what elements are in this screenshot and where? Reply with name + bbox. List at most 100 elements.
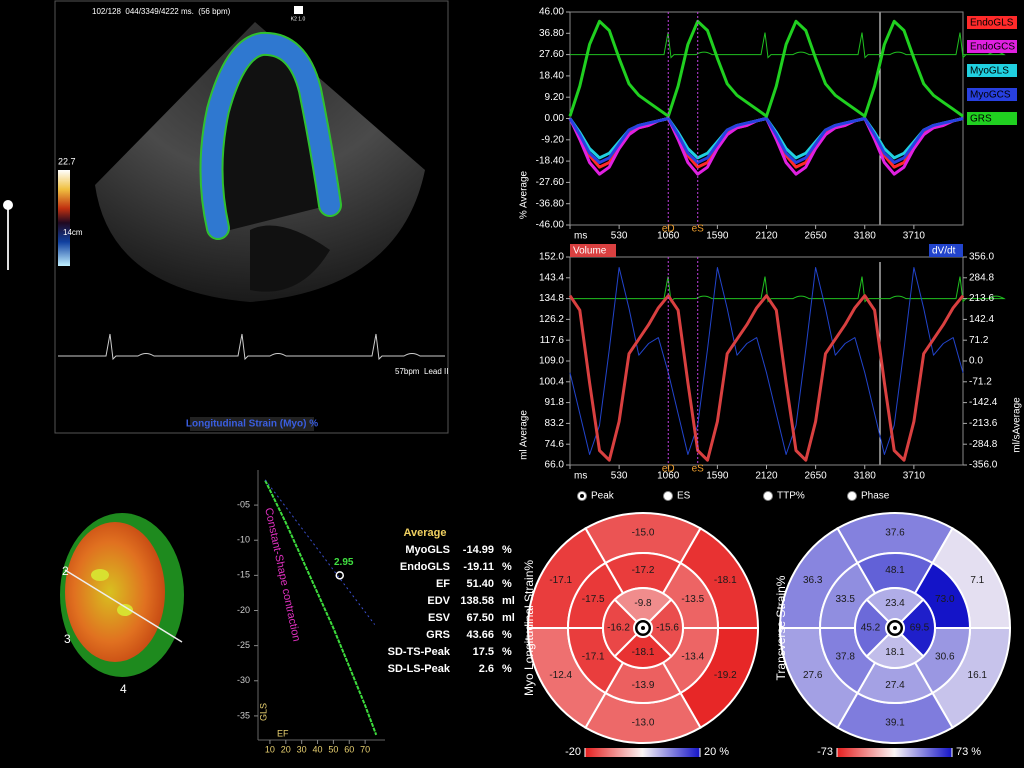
segment-label: 39.1 [885, 718, 905, 729]
y-tick-label: -46.00 [536, 220, 565, 231]
bullseye: 37.6 7.1 16.1 39.1 27.6 36.3 48.1 73.0 30.6 27.4 3… [774, 512, 1012, 758]
y-tick-label: -18.40 [536, 156, 565, 167]
radio-label[interactable]: TTP% [777, 491, 805, 502]
segment-label: 16.1 [968, 670, 988, 681]
series-line [569, 267, 964, 455]
slider-thumb[interactable] [3, 200, 13, 210]
y-tick-label: -9.20 [541, 134, 564, 145]
segment-label: 73.0 [935, 594, 955, 605]
x-tick-label: ms [574, 471, 587, 482]
echo-colorbar [58, 170, 70, 266]
stats-name: SD-LS-Peak [388, 663, 451, 675]
y-tick-label: -05 [237, 499, 250, 509]
y-tick-label: 143.4 [539, 272, 564, 283]
la-cavity [250, 225, 330, 292]
segment-label: 36.3 [803, 575, 823, 586]
segment-label: -9.8 [634, 598, 652, 609]
y-tick-label: 74.6 [545, 439, 565, 450]
stats-value: 43.66 [466, 629, 494, 641]
y2-tick-label: 213.6 [969, 293, 994, 304]
segment-label: -13.5 [681, 594, 704, 605]
stats-unit: % [502, 629, 512, 641]
y-tick-label: -27.60 [536, 177, 565, 188]
legend-label: dV/dt [932, 246, 956, 257]
radio-label[interactable]: Peak [591, 491, 615, 502]
model-spot [91, 569, 109, 581]
series-line [568, 19, 964, 118]
segment [854, 598, 891, 658]
segment-label: -17.1 [582, 651, 605, 662]
segment-label: 37.8 [835, 651, 855, 662]
legend-label: GRS [970, 114, 992, 125]
y-tick-label: 100.4 [539, 376, 564, 387]
line-chart: 152.0 143.4 134.8 126.2 117.6 109.0 100.4 91.8 8… [519, 244, 1023, 482]
x-tick-label: 2120 [755, 471, 778, 482]
marker-label: eD [662, 224, 675, 235]
y-tick-label: 66.0 [545, 460, 565, 471]
y-tick-label: 0.00 [545, 113, 565, 124]
radio[interactable] [663, 491, 673, 501]
stats-name: EF [436, 578, 450, 590]
colorbar [585, 748, 700, 757]
y-tick-label: 117.6 [540, 335, 565, 346]
x-tick-label: 70 [360, 744, 370, 754]
legend-label: MyoGLS [970, 66, 1009, 77]
radio-label[interactable]: ES [677, 491, 691, 502]
y-axis-label: Transverse Strain% [774, 575, 788, 680]
radio[interactable] [847, 491, 857, 501]
reference-line [264, 479, 376, 625]
segment-label: -18.1 [714, 575, 737, 586]
stats-unit: % [502, 544, 512, 556]
stats-title: Average [403, 527, 446, 539]
series-line [568, 117, 964, 164]
strain-band [201, 33, 340, 238]
series-line [568, 117, 964, 160]
x-tick-label: 3710 [903, 471, 926, 482]
y2-tick-label: 356.0 [969, 252, 994, 263]
y2-tick-label: -284.8 [969, 439, 998, 450]
x-tick-label: 530 [611, 471, 628, 482]
x-tick-label: 60 [344, 744, 354, 754]
colorbar-label: -73 [817, 746, 833, 758]
segment-label: -12.4 [549, 670, 572, 681]
logo-text: K2 1.0 [291, 16, 306, 22]
model-label: 4 [120, 682, 127, 696]
segment-label: 30.6 [935, 651, 955, 662]
stats-unit: % [502, 578, 512, 590]
series-line [568, 117, 964, 176]
stats-unit: ml [502, 595, 515, 607]
x-axis-label: EF [277, 728, 289, 738]
x-tick-label: 20 [281, 744, 291, 754]
y-tick-label: 27.60 [539, 49, 564, 60]
x-tick-label: 3710 [903, 231, 926, 242]
y2-tick-label: 284.8 [969, 272, 994, 283]
stats-unit: % [502, 646, 512, 658]
data-point [335, 571, 344, 580]
x-tick-label: 530 [611, 231, 628, 242]
lv-model: 2 3 4 [60, 513, 184, 696]
y2-tick-label: -213.6 [969, 418, 998, 429]
colorbar-label: 20 % [704, 746, 729, 758]
stats-value: 2.6 [479, 663, 494, 675]
y-tick-label: 134.8 [539, 293, 564, 304]
model-endo [65, 522, 165, 662]
echo-lead: Lead II [424, 367, 448, 376]
stats-name: EndoGLS [400, 561, 450, 573]
segment-label: 37.6 [885, 528, 905, 539]
x-tick-label: 1590 [706, 231, 729, 242]
y-axis-label: GLS [258, 703, 268, 721]
y-tick-label: 83.2 [545, 418, 565, 429]
colorbar [837, 748, 952, 757]
line-chart: 46.00 36.80 27.60 18.40 9.20 0.00 -9.20 -18.40 -… [519, 7, 1017, 242]
segment-label: 27.4 [885, 680, 905, 691]
radio[interactable] [763, 491, 773, 501]
y-tick-label: -20 [237, 605, 250, 615]
segment-label: 33.5 [835, 594, 855, 605]
x-tick-label: 1060 [657, 471, 680, 482]
apex-dot [641, 626, 645, 630]
echo-depth: 14cm [63, 228, 83, 237]
radio-label[interactable]: Phase [861, 491, 890, 502]
stats-name: MyoGLS [405, 544, 450, 556]
legend-label: Volume [573, 246, 607, 257]
